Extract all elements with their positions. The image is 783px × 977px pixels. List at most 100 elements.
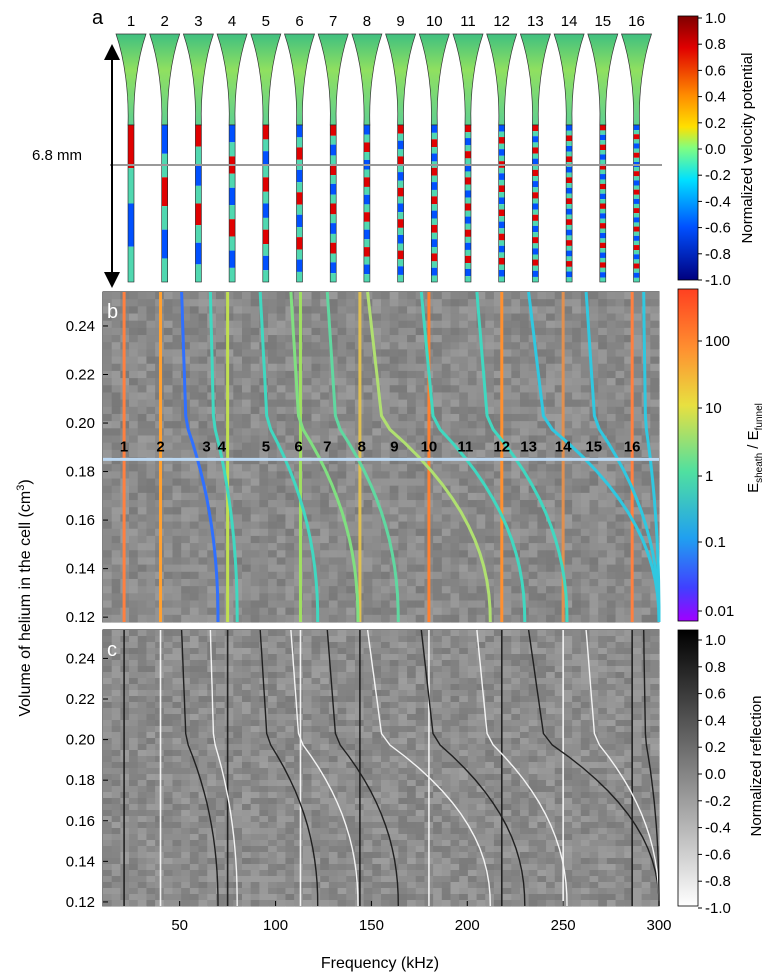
- texture-cell: [103, 672, 113, 679]
- texture-cell: [632, 684, 643, 691]
- slanted-mode-line: [642, 291, 661, 622]
- texture-cell: [311, 630, 321, 637]
- texture-cell: [641, 442, 651, 451]
- texture-cell: [537, 660, 547, 667]
- texture-cell: [467, 399, 477, 408]
- texture-cell: [554, 471, 564, 479]
- texture-cell: [302, 478, 312, 487]
- texture-cell: [215, 421, 226, 429]
- texture-cell: [129, 363, 139, 372]
- texture-cell: [320, 660, 330, 667]
- texture-cell: [103, 299, 113, 307]
- texture-cell: [215, 342, 226, 350]
- funnel-mode-3: [182, 33, 214, 283]
- funnel-antinode: [465, 138, 471, 146]
- texture-cell: [537, 750, 547, 757]
- texture-cell: [294, 342, 304, 350]
- texture-cell: [302, 327, 312, 336]
- texture-cell: [467, 708, 477, 715]
- texture-cell: [502, 666, 512, 673]
- texture-cell: [407, 654, 417, 661]
- texture-cell: [268, 507, 278, 515]
- texture-cell: [407, 363, 417, 372]
- texture-cell: [381, 320, 391, 329]
- texture-cell: [650, 636, 660, 643]
- texture-cell: [589, 507, 599, 515]
- texture-cell: [485, 714, 495, 721]
- texture-cell: [146, 442, 156, 451]
- texture-cell: [511, 292, 521, 300]
- texture-cell: [259, 636, 269, 643]
- texture-cell: [224, 672, 234, 679]
- texture-cell: [320, 578, 330, 587]
- texture-cell: [198, 327, 208, 336]
- texture-cell: [563, 327, 573, 336]
- texture-cell: [407, 320, 417, 329]
- texture-cell: [302, 535, 312, 544]
- funnel-node: [397, 259, 404, 267]
- texture-cell: [615, 292, 625, 300]
- texture-cell: [129, 732, 139, 739]
- texture-cell: [537, 738, 547, 745]
- texture-cell: [598, 471, 608, 479]
- texture-cell: [537, 614, 547, 623]
- texture-cell: [572, 543, 582, 551]
- funnel-cone: [385, 33, 417, 126]
- funnel-node: [330, 155, 337, 165]
- texture-cell: [381, 756, 391, 763]
- texture-cell: [641, 464, 651, 472]
- texture-cell: [302, 428, 312, 436]
- texture-cell: [337, 630, 347, 637]
- funnel-node: [397, 149, 404, 157]
- texture-cell: [459, 492, 469, 501]
- texture-cell: [163, 392, 173, 401]
- texture-cell: [415, 378, 425, 386]
- texture-cell: [381, 500, 391, 508]
- texture-cell: [189, 762, 199, 769]
- texture-cell: [129, 535, 139, 544]
- texture-cell: [268, 349, 278, 357]
- texture-cell: [198, 666, 208, 673]
- texture-cell: [242, 442, 252, 451]
- texture-cell: [224, 464, 234, 472]
- funnel-node: [296, 227, 303, 238]
- texture-cell: [163, 756, 173, 763]
- texture-cell: [328, 726, 338, 733]
- texture-cell: [224, 299, 234, 307]
- texture-cell: [589, 696, 599, 703]
- texture-cell: [589, 349, 599, 357]
- texture-cell: [389, 600, 399, 609]
- texture-cell: [572, 636, 582, 643]
- texture-cell: [207, 738, 217, 745]
- texture-cell: [598, 738, 608, 745]
- texture-cell: [302, 744, 312, 751]
- texture-cell: [285, 370, 295, 379]
- texture-cell: [337, 356, 347, 365]
- texture-cell: [129, 586, 139, 594]
- texture-cell: [606, 500, 616, 508]
- texture-cell: [320, 762, 330, 769]
- texture-cell: [172, 327, 182, 336]
- funnel-antinode: [532, 192, 539, 199]
- texture-cell: [381, 732, 391, 739]
- texture-cell: [407, 768, 417, 775]
- texture-cell: [476, 299, 486, 307]
- texture-cell: [415, 406, 425, 415]
- funnel-node: [195, 225, 202, 243]
- texture-cell: [311, 313, 321, 322]
- texture-cell: [189, 485, 199, 494]
- texture-cell: [163, 702, 173, 709]
- texture-cell: [259, 738, 269, 745]
- texture-cell: [389, 349, 399, 357]
- funnel-antinode: [431, 182, 438, 190]
- texture-cell: [433, 356, 443, 365]
- funnel-node: [397, 227, 404, 235]
- texture-cell: [589, 363, 599, 372]
- texture-cell: [641, 756, 651, 763]
- texture-cell: [537, 756, 547, 763]
- texture-cell: [415, 349, 425, 357]
- texture-cell: [615, 762, 625, 769]
- texture-cell: [511, 449, 521, 458]
- texture-cell: [615, 702, 625, 709]
- texture-cell: [242, 521, 252, 530]
